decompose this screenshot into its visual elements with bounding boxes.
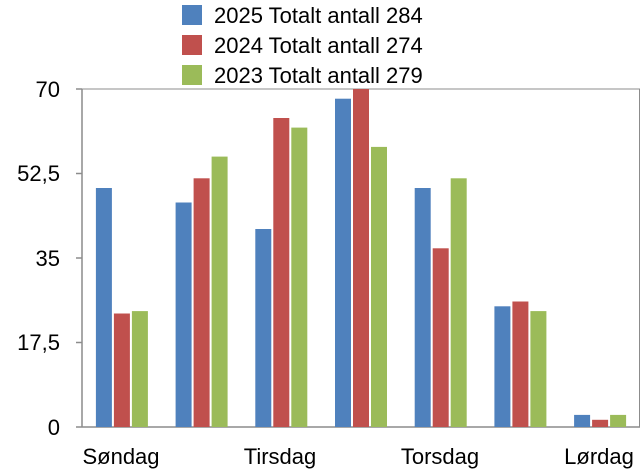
legend: 2025 Totalt antall 284 2024 Totalt antal… xyxy=(182,3,423,88)
bar xyxy=(335,98,351,427)
bar xyxy=(512,301,529,427)
bar xyxy=(414,188,431,427)
bar xyxy=(494,306,511,427)
legend-swatch xyxy=(182,65,202,85)
bar xyxy=(211,156,228,427)
legend-label: 2024 Totalt antall 274 xyxy=(214,33,423,58)
x-tick-label: Søndag xyxy=(82,444,159,469)
y-tick-label: 52,5 xyxy=(17,161,60,186)
bar xyxy=(592,419,609,427)
x-tick-label: Lørdag xyxy=(564,444,634,469)
x-tick-label: Tirsdag xyxy=(244,444,317,469)
y-tick-label: 70 xyxy=(36,77,60,102)
y-tick-label: 17,5 xyxy=(17,330,60,355)
bar xyxy=(255,229,272,427)
legend-label: 2025 Totalt antall 284 xyxy=(214,3,423,28)
legend-swatch xyxy=(182,35,202,55)
bar xyxy=(95,188,112,427)
bar xyxy=(353,89,369,427)
bar xyxy=(574,414,591,427)
y-tick-label: 35 xyxy=(36,246,60,271)
bar xyxy=(432,248,449,427)
bar xyxy=(371,146,387,427)
bar xyxy=(131,311,148,427)
y-tick-label: 0 xyxy=(48,415,60,440)
bar xyxy=(610,414,627,427)
bar xyxy=(291,127,308,427)
bar xyxy=(175,202,192,427)
bar xyxy=(273,118,290,427)
bar xyxy=(530,311,547,427)
bar xyxy=(113,313,130,427)
legend-swatch xyxy=(182,5,202,25)
x-tick-label: Torsdag xyxy=(401,444,479,469)
legend-label: 2023 Totalt antall 279 xyxy=(214,63,423,88)
bar xyxy=(450,178,467,427)
bar xyxy=(193,178,210,427)
